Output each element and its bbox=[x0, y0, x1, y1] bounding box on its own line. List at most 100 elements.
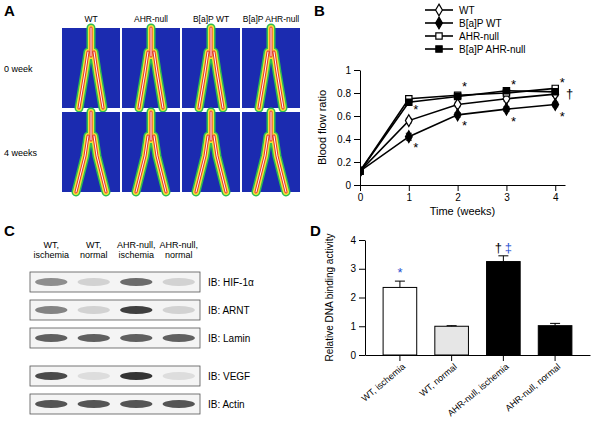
perfusion-image bbox=[242, 28, 300, 108]
error-cap bbox=[550, 323, 560, 324]
tick-mark bbox=[354, 116, 360, 117]
error-bar bbox=[552, 90, 558, 95]
blot: IB: VEGF bbox=[30, 366, 250, 386]
leg-perfusion bbox=[196, 112, 226, 192]
annotation: * bbox=[397, 265, 402, 280]
legend: WTB[a]P WT AHR-null B[a]P AHR-null bbox=[425, 4, 526, 55]
axis: 01234 bbox=[358, 185, 566, 203]
leg-perfusion bbox=[136, 112, 166, 192]
lane-label: AHR-null,normal bbox=[159, 240, 198, 260]
tick-label: 0 bbox=[358, 192, 364, 203]
tick: 0.2 bbox=[337, 157, 360, 168]
plot-area bbox=[383, 256, 572, 355]
tick: 2 bbox=[455, 185, 461, 203]
tick-mark bbox=[359, 355, 365, 356]
tick-mark bbox=[359, 326, 365, 327]
band bbox=[78, 306, 110, 314]
band bbox=[163, 306, 195, 314]
leg-perfusion bbox=[199, 28, 223, 108]
perfusion-image bbox=[62, 28, 120, 108]
band bbox=[78, 334, 110, 342]
tick-label: WT, ischemia bbox=[360, 362, 407, 404]
annotation: * bbox=[511, 114, 516, 129]
leg-perfusion bbox=[79, 28, 103, 108]
band bbox=[120, 278, 152, 286]
legend-entry: B[a]P WT bbox=[425, 17, 502, 29]
tick-mark bbox=[359, 269, 365, 270]
perfusion-image bbox=[122, 112, 180, 192]
series-line bbox=[360, 88, 555, 171]
leg-perfusion bbox=[199, 28, 223, 108]
bar bbox=[383, 287, 417, 355]
leg-perfusion bbox=[136, 112, 166, 192]
marker bbox=[405, 115, 412, 127]
legend-marker bbox=[436, 46, 442, 52]
band bbox=[163, 372, 195, 380]
leg-perfusion bbox=[76, 112, 106, 192]
panel-c: CWT,ischemiaWT,normalAHR-null,ischemiaAH… bbox=[4, 222, 254, 414]
band bbox=[78, 372, 110, 380]
leg-perfusion bbox=[76, 112, 106, 192]
leg-perfusion bbox=[196, 112, 226, 192]
leg-perfusion bbox=[76, 112, 106, 192]
panel-label: A bbox=[4, 2, 15, 19]
tick-label: 1 bbox=[345, 65, 351, 76]
tick: 1 bbox=[350, 321, 365, 332]
tick-mark bbox=[399, 355, 400, 361]
tick-mark bbox=[354, 162, 360, 163]
tick-label: AHR-null, ischemia bbox=[446, 362, 511, 419]
leg-perfusion bbox=[256, 112, 286, 192]
error-stem bbox=[503, 256, 504, 262]
annotation: * bbox=[560, 75, 565, 90]
leg-perfusion bbox=[196, 112, 226, 192]
panel-b: B0123400.20.40.60.81Time (weeks)Blood fl… bbox=[314, 2, 573, 217]
tick: AHR-null, ischemia bbox=[446, 355, 511, 418]
leg-perfusion bbox=[259, 28, 283, 108]
tick-label: 0.2 bbox=[337, 157, 351, 168]
leg-perfusion bbox=[256, 112, 286, 192]
legend-entry: WT bbox=[425, 4, 475, 16]
blot-frame bbox=[30, 300, 200, 320]
perfusion-image bbox=[182, 28, 240, 108]
legend-entry: B[a]P AHR-null bbox=[425, 44, 526, 55]
column-label: B[a]P WT bbox=[193, 14, 229, 24]
blot-label: IB: Actin bbox=[208, 399, 245, 410]
band bbox=[163, 400, 195, 408]
tick-mark bbox=[359, 240, 365, 241]
leg-perfusion bbox=[139, 28, 163, 108]
leg-perfusion bbox=[259, 28, 283, 108]
annotation: † bbox=[566, 86, 573, 101]
row-label: 0 week bbox=[4, 64, 33, 74]
band bbox=[78, 400, 110, 408]
tick-label: 4 bbox=[553, 192, 559, 203]
tick-label: 1 bbox=[407, 192, 413, 203]
tick: 1 bbox=[345, 65, 360, 76]
series-line bbox=[360, 91, 555, 172]
tick-label: AHR-null, normal bbox=[503, 362, 562, 414]
figure: A WT AHR-null B[a]P WT B[a]P AHR-null 0 week 4… bbox=[0, 0, 605, 442]
tick-label: 0.6 bbox=[337, 111, 351, 122]
perfusion-image bbox=[242, 112, 300, 192]
error-bar bbox=[503, 88, 509, 93]
tick-mark bbox=[354, 185, 360, 186]
tick-mark bbox=[354, 139, 360, 140]
tick: 1 bbox=[407, 185, 413, 203]
panel-d: D01234WT, ischemiaWT, normalAHR-null, is… bbox=[310, 222, 591, 418]
annotations: ********† bbox=[413, 75, 573, 156]
legend-label: AHR-null bbox=[459, 31, 499, 42]
tick-label: 4 bbox=[350, 235, 356, 246]
tick-label: 0 bbox=[345, 180, 351, 191]
blot: IB: ARNT bbox=[30, 300, 250, 320]
band bbox=[35, 278, 67, 286]
marker bbox=[503, 103, 510, 115]
error-bar bbox=[455, 94, 461, 99]
tick: 4 bbox=[553, 185, 559, 203]
leg-perfusion bbox=[136, 112, 166, 192]
tick: 0.4 bbox=[337, 134, 360, 145]
tick-mark bbox=[354, 93, 360, 94]
perfusion-image bbox=[62, 112, 120, 192]
tick-mark bbox=[354, 70, 360, 71]
blot-label: IB: ARNT bbox=[208, 305, 250, 316]
tick: 4 bbox=[350, 235, 365, 246]
blot-frame bbox=[30, 328, 200, 348]
